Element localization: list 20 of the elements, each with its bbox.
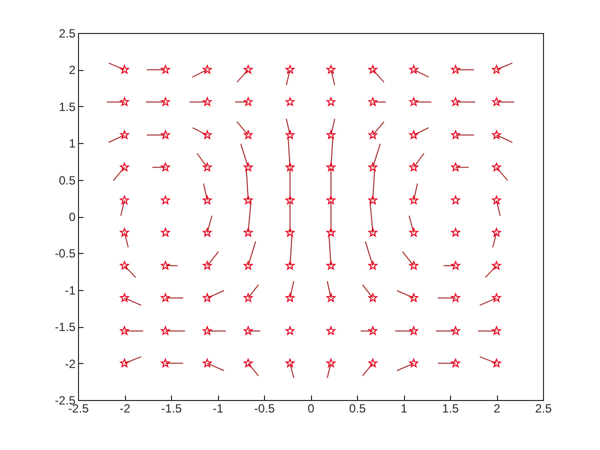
y-tick-label: -2 [64,356,76,371]
y-tick-label: -1.5 [54,320,76,334]
y-tick-label: 1 [68,136,76,151]
x-tick-label: 0 [308,402,315,416]
y-tick-label: -1 [64,283,76,298]
x-tick-label: 2.5 [535,402,552,416]
y-tick-label: 2.5 [58,26,76,40]
x-tick-label: -1.5 [161,402,182,416]
y-tick-label: -0.5 [54,246,76,261]
x-tick-label: 1.5 [442,402,460,416]
y-tick-label: 2 [68,63,76,78]
x-tick-label: -2 [120,402,131,416]
y-tick-label: 1.5 [58,100,76,114]
y-tick-label: 0.5 [58,173,76,188]
y-tick-label: 0 [68,210,76,224]
x-tick-label: 2 [494,402,501,416]
x-tick-label: 0.5 [349,402,366,416]
x-tick-label: 1 [400,402,408,416]
x-tick-label: -1 [212,402,224,416]
x-tick-label: -0.5 [254,402,276,416]
